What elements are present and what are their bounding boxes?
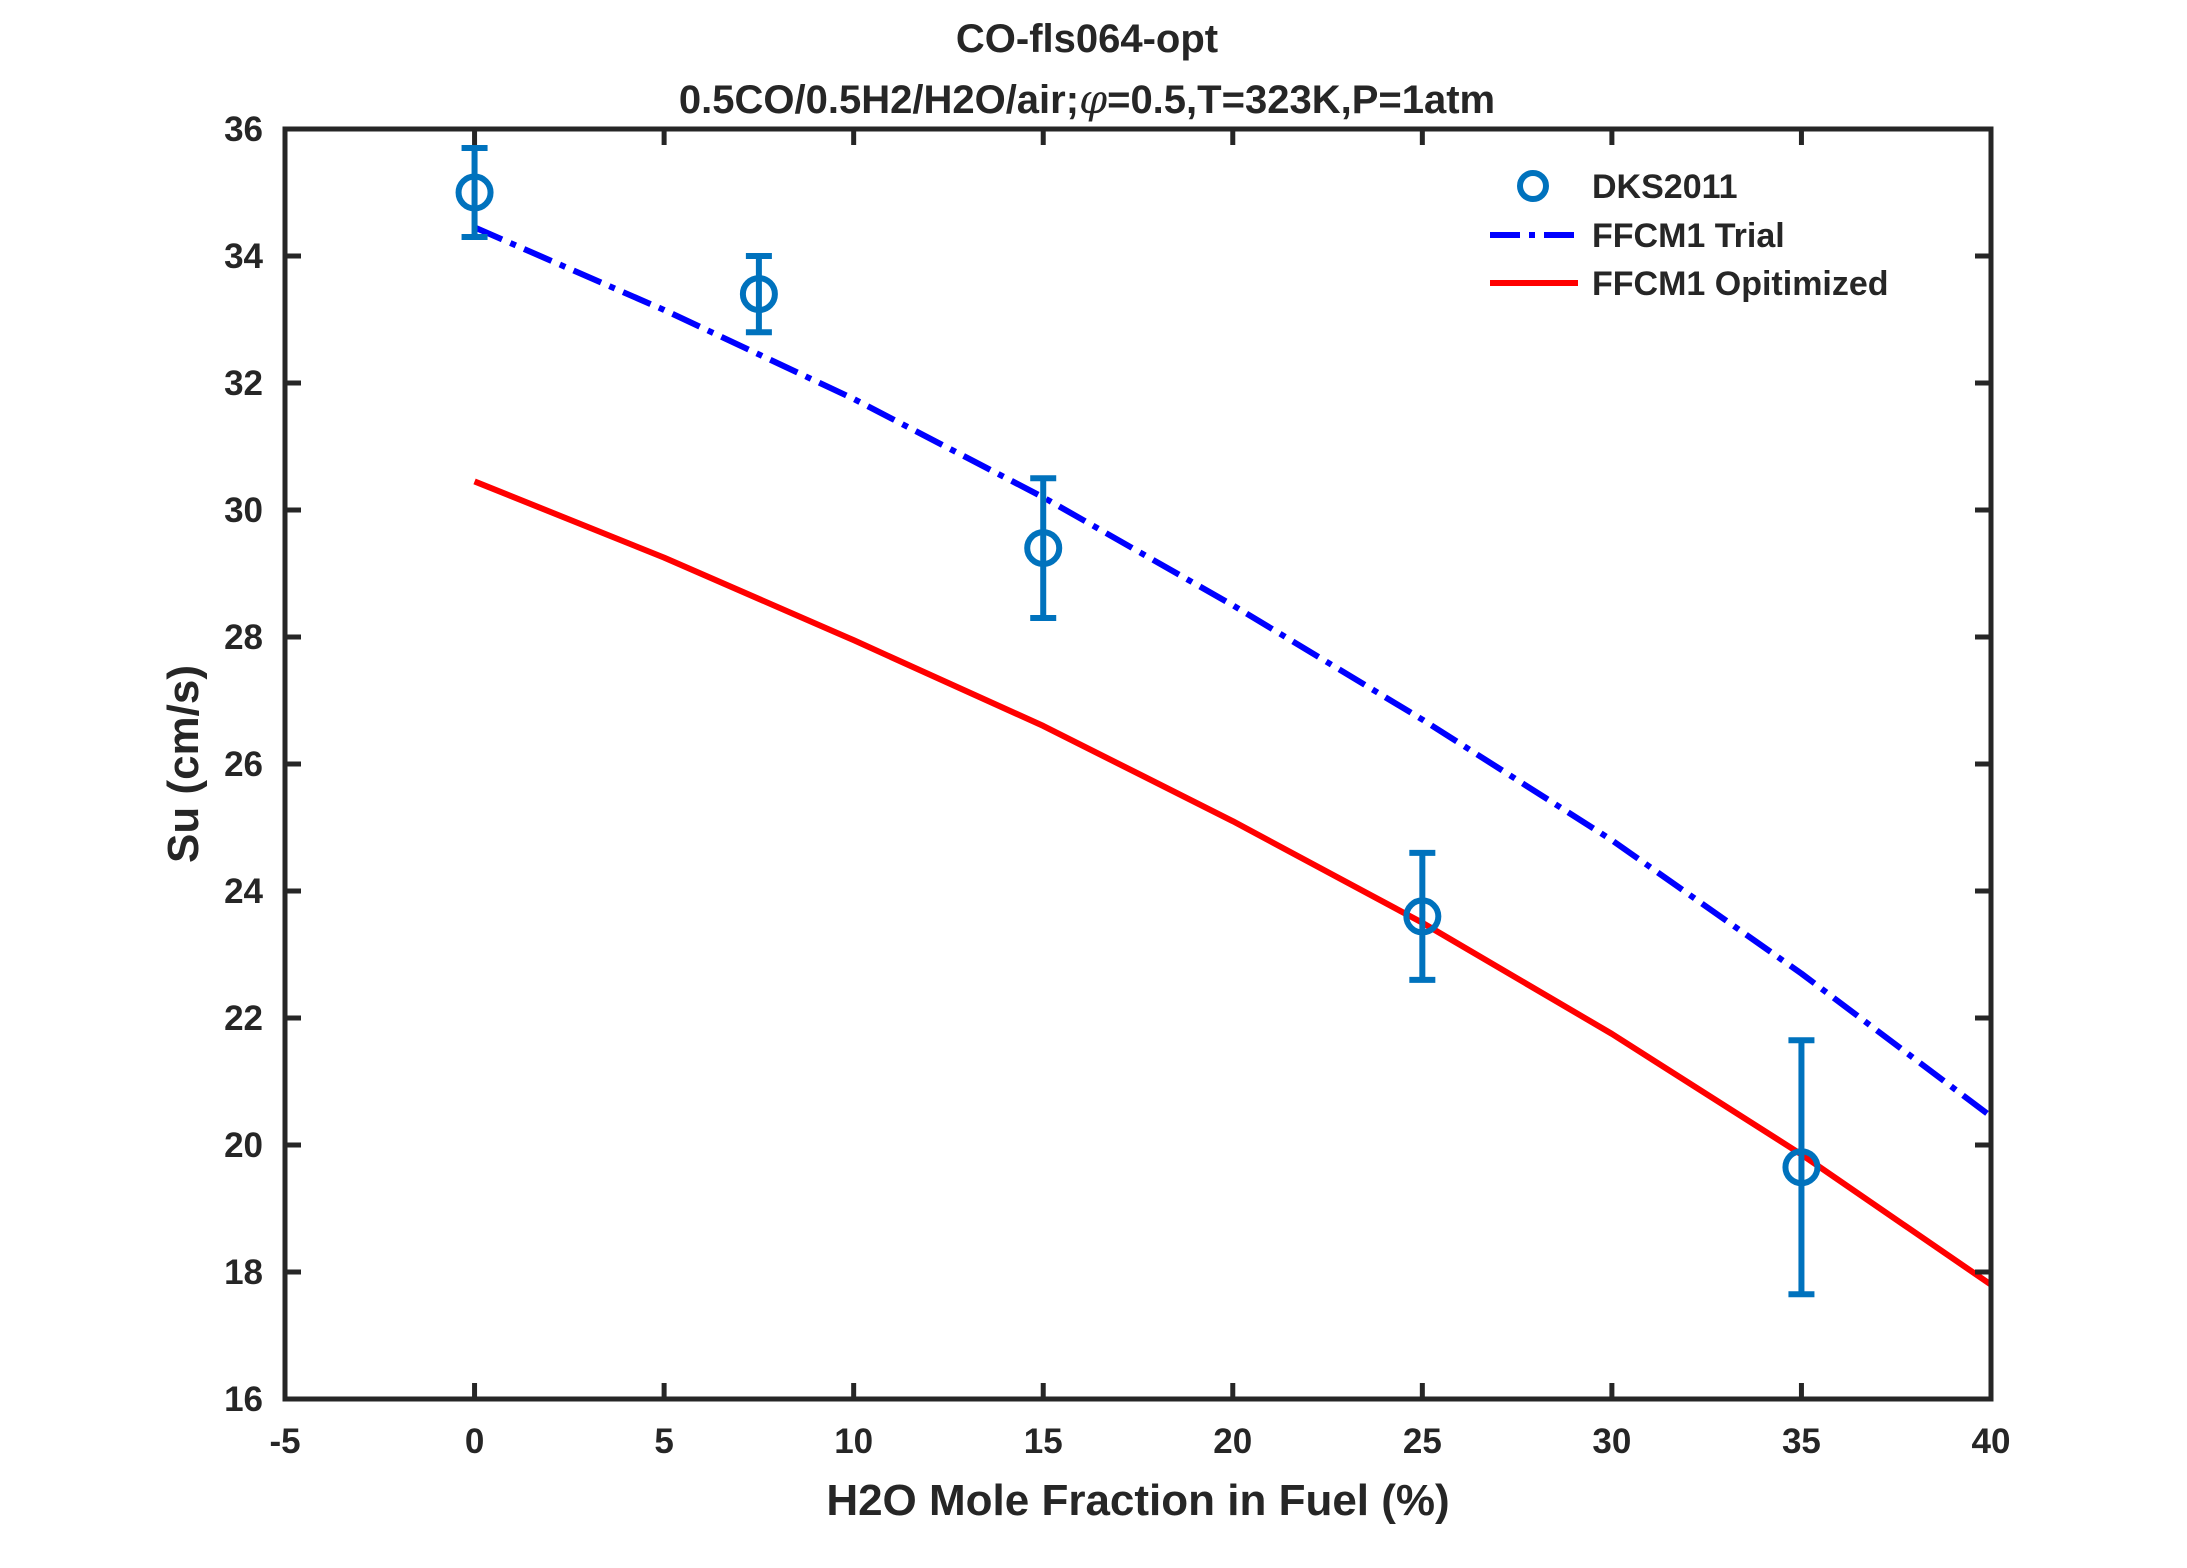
legend: DKS2011 FFCM1 Trial FFCM1 Opitimized — [1490, 168, 1889, 303]
ticks-layer: -5 0 5 10 15 20 25 30 35 40 16 18 20 22 24 26 28 30 32 34 36 — [224, 110, 2010, 1461]
data-point-dks2011 — [455, 145, 494, 240]
x-tick-label: 5 — [654, 1422, 673, 1461]
chart-subtitle-suffix: =0.5,T=323K,P=1atm — [1107, 78, 1495, 122]
y-tick-label: 32 — [224, 364, 263, 403]
x-tick-label: 20 — [1213, 1422, 1252, 1461]
data-point-dks2011 — [1403, 849, 1442, 983]
y-tick-label: 18 — [224, 1253, 263, 1292]
y-tick-label: 30 — [224, 491, 263, 530]
chart-subtitle-phi: φ — [1079, 77, 1107, 123]
data-point-dks2011 — [739, 253, 778, 336]
x-tick-label: 0 — [465, 1422, 484, 1461]
x-tick-label: 10 — [834, 1422, 873, 1461]
data-marker — [455, 173, 494, 212]
y-tick-label: 26 — [224, 745, 263, 784]
x-tick-label: 35 — [1782, 1422, 1821, 1461]
data-point-dks2011 — [1024, 475, 1063, 621]
data-marker — [1782, 1148, 1821, 1187]
y-tick-label: 24 — [224, 872, 263, 911]
series-line-ffcm1-optimized — [473, 478, 1993, 1288]
legend-label-ffcm1-trial: FFCM1 Trial — [1592, 217, 1785, 255]
data-marker — [1024, 529, 1063, 568]
y-tick-label: 28 — [224, 618, 263, 657]
y-tick-label: 20 — [224, 1126, 263, 1165]
y-tick-label: 22 — [224, 999, 263, 1038]
x-axis-label: H2O Mole Fraction in Fuel (%) — [826, 1476, 1449, 1525]
y-axis-label: Su (cm/s) — [159, 665, 208, 863]
x-tick-label: 25 — [1403, 1422, 1442, 1461]
y-tick-label: 16 — [224, 1380, 263, 1419]
data-marker — [1403, 897, 1442, 936]
legend-label-ffcm1-optimized: FFCM1 Opitimized — [1592, 265, 1889, 303]
series-line-ffcm1-trial — [473, 224, 1993, 1119]
y-tick-label: 36 — [224, 110, 263, 149]
x-tick-label: 40 — [1972, 1422, 2011, 1461]
chart-title: CO-fls064-opt — [956, 17, 1218, 61]
chart-subtitle: 0.5CO/0.5H2/H2O/air;φ=0.5,T=323K,P=1atm — [679, 77, 1495, 123]
series-layer — [455, 145, 1993, 1298]
legend-marker-dks2011 — [1517, 170, 1549, 202]
legend-label-dks2011: DKS2011 — [1592, 168, 1738, 206]
plot-frame — [282, 126, 1994, 1402]
data-point-dks2011 — [1782, 1037, 1821, 1298]
y-tick-label: 34 — [224, 237, 263, 276]
x-tick-label: -5 — [269, 1422, 300, 1461]
data-marker — [739, 275, 778, 314]
x-tick-label: 30 — [1592, 1422, 1631, 1461]
chart-subtitle-prefix: 0.5CO/0.5H2/H2O/air; — [679, 78, 1079, 122]
x-tick-label: 15 — [1024, 1422, 1063, 1461]
